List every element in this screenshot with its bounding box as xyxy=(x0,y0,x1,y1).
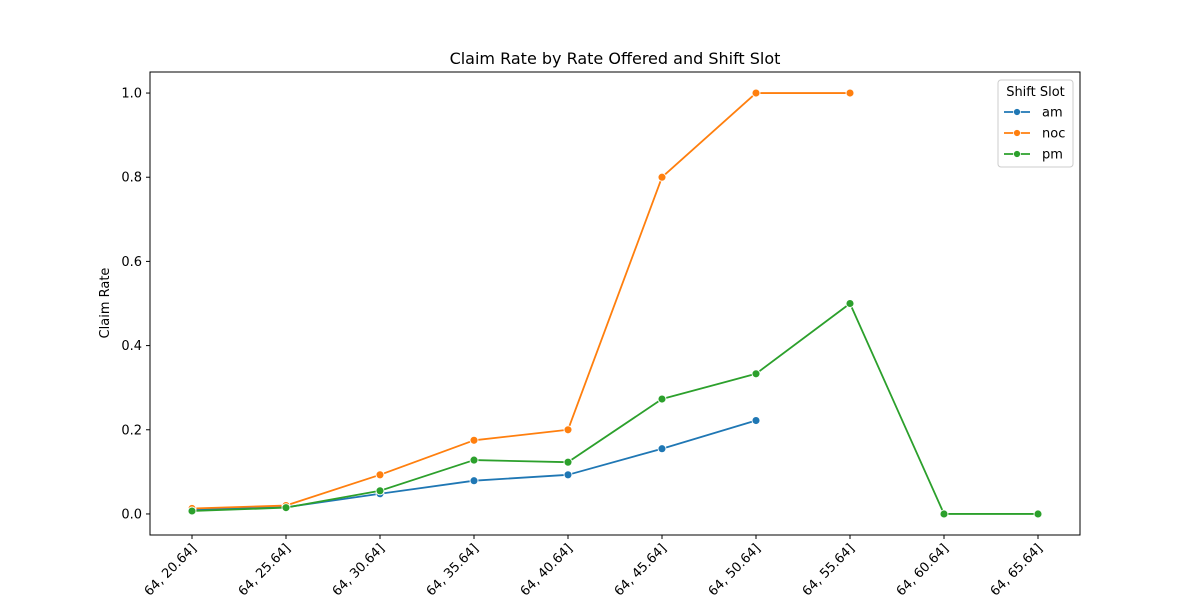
series-line-pm xyxy=(191,302,1038,515)
y-axis-title: Claim Rate xyxy=(98,268,113,339)
x-tick-label: 64, 40.64] xyxy=(518,541,576,599)
data-point-pm xyxy=(281,503,291,513)
legend-item-pm: pm xyxy=(1004,148,1063,163)
series-pm xyxy=(187,299,1043,519)
data-point-pm xyxy=(1033,509,1043,519)
legend-label-pm: pm xyxy=(1042,148,1063,163)
y-tick-label: 0.2 xyxy=(121,423,142,438)
legend-frame xyxy=(997,79,1074,168)
data-point-pm xyxy=(469,455,479,465)
y-tick-label: 0.8 xyxy=(121,171,142,186)
data-point-pm xyxy=(939,509,949,519)
legend-label-am: am xyxy=(1042,106,1063,121)
y-tick-label: 0.0 xyxy=(121,507,142,522)
chart-title: Claim Rate by Rate Offered and Shift Slo… xyxy=(450,49,781,68)
legend-title: Shift Slot xyxy=(1006,85,1065,100)
series-noc xyxy=(187,88,855,513)
legend-marker-am xyxy=(1013,108,1021,116)
data-point-am xyxy=(751,416,761,425)
data-point-noc xyxy=(469,435,479,445)
series-line-noc xyxy=(191,92,850,510)
series-am xyxy=(187,416,761,515)
data-point-noc xyxy=(375,470,385,480)
data-point-pm xyxy=(375,486,385,496)
data-point-pm xyxy=(187,506,197,516)
legend-items: am noc pm xyxy=(1004,106,1065,163)
legend-item-noc: noc xyxy=(1004,127,1065,142)
data-point-noc xyxy=(657,172,667,182)
data-point-pm xyxy=(563,457,573,467)
y-tick-label: 0.6 xyxy=(121,255,142,270)
data-point-pm xyxy=(657,394,667,404)
legend-marker-noc xyxy=(1013,129,1021,137)
x-tick-label: 64, 25.64] xyxy=(236,541,294,599)
legend: Shift Slot am noc pm xyxy=(997,79,1074,168)
data-point-noc xyxy=(563,425,573,435)
legend-item-am: am xyxy=(1004,106,1063,121)
tick-layer: 0.0 0.2 0.4 0.6 0.8 1.0 64, 20.64] 64, 25.64] 64… xyxy=(121,87,1046,600)
x-tick-label: 64, 45.64] xyxy=(612,541,670,599)
plot-area-frame xyxy=(149,71,1081,536)
x-tick-label: 64, 20.64] xyxy=(142,541,200,599)
y-tick-label: 0.4 xyxy=(121,339,142,354)
legend-label-noc: noc xyxy=(1042,127,1065,142)
x-tick-label: 64, 30.64] xyxy=(330,541,388,599)
x-tick-label: 64, 55.64] xyxy=(800,541,858,599)
x-tick-label: 64, 60.64] xyxy=(894,541,952,599)
legend-marker-pm xyxy=(1013,150,1021,158)
x-tick-label: 64, 65.64] xyxy=(988,541,1046,599)
data-point-am xyxy=(563,470,573,480)
data-point-noc xyxy=(751,88,761,98)
y-tick-label: 1.0 xyxy=(121,87,142,102)
data-point-am xyxy=(657,444,667,454)
x-tick-label: 64, 50.64] xyxy=(706,541,764,599)
data-point-noc xyxy=(845,88,855,98)
data-point-pm xyxy=(845,299,855,308)
x-tick-label: 64, 35.64] xyxy=(424,541,482,599)
data-point-pm xyxy=(751,369,761,379)
data-point-am xyxy=(469,476,479,486)
series-line-am xyxy=(191,419,757,511)
series-layer xyxy=(187,88,1043,519)
